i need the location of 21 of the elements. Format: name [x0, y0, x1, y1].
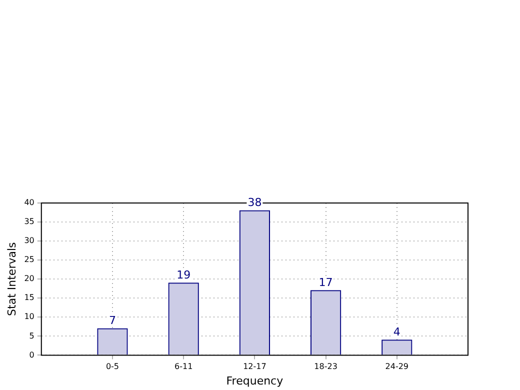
y-tick-label: 5: [29, 331, 34, 340]
y-tick-label: 10: [24, 312, 34, 322]
x-axis-title: Frequency: [226, 374, 284, 388]
x-tick-label: 12-17: [243, 362, 266, 372]
data-label: 17: [318, 276, 333, 289]
data-label: 4: [393, 325, 400, 338]
x-tick-label: 6-11: [174, 362, 193, 372]
y-axis-title: Stat Intervals: [5, 242, 18, 316]
y-tick-label: 35: [24, 217, 34, 226]
y-tick-label: 0: [29, 350, 34, 360]
y-tick-label: 15: [24, 293, 34, 302]
data-label: 19: [176, 268, 191, 282]
y-tick-label: 30: [24, 236, 34, 246]
x-tick-label: 0-5: [106, 362, 120, 372]
y-tick-label: 40: [24, 198, 34, 208]
data-label: 7: [108, 314, 116, 327]
y-tick-label: 25: [24, 255, 34, 264]
x-tick-label: 24-29: [385, 362, 409, 372]
y-tick-label: 20: [24, 274, 34, 284]
x-tick-label: 18-23: [314, 362, 338, 372]
data-label: 38: [248, 196, 262, 209]
